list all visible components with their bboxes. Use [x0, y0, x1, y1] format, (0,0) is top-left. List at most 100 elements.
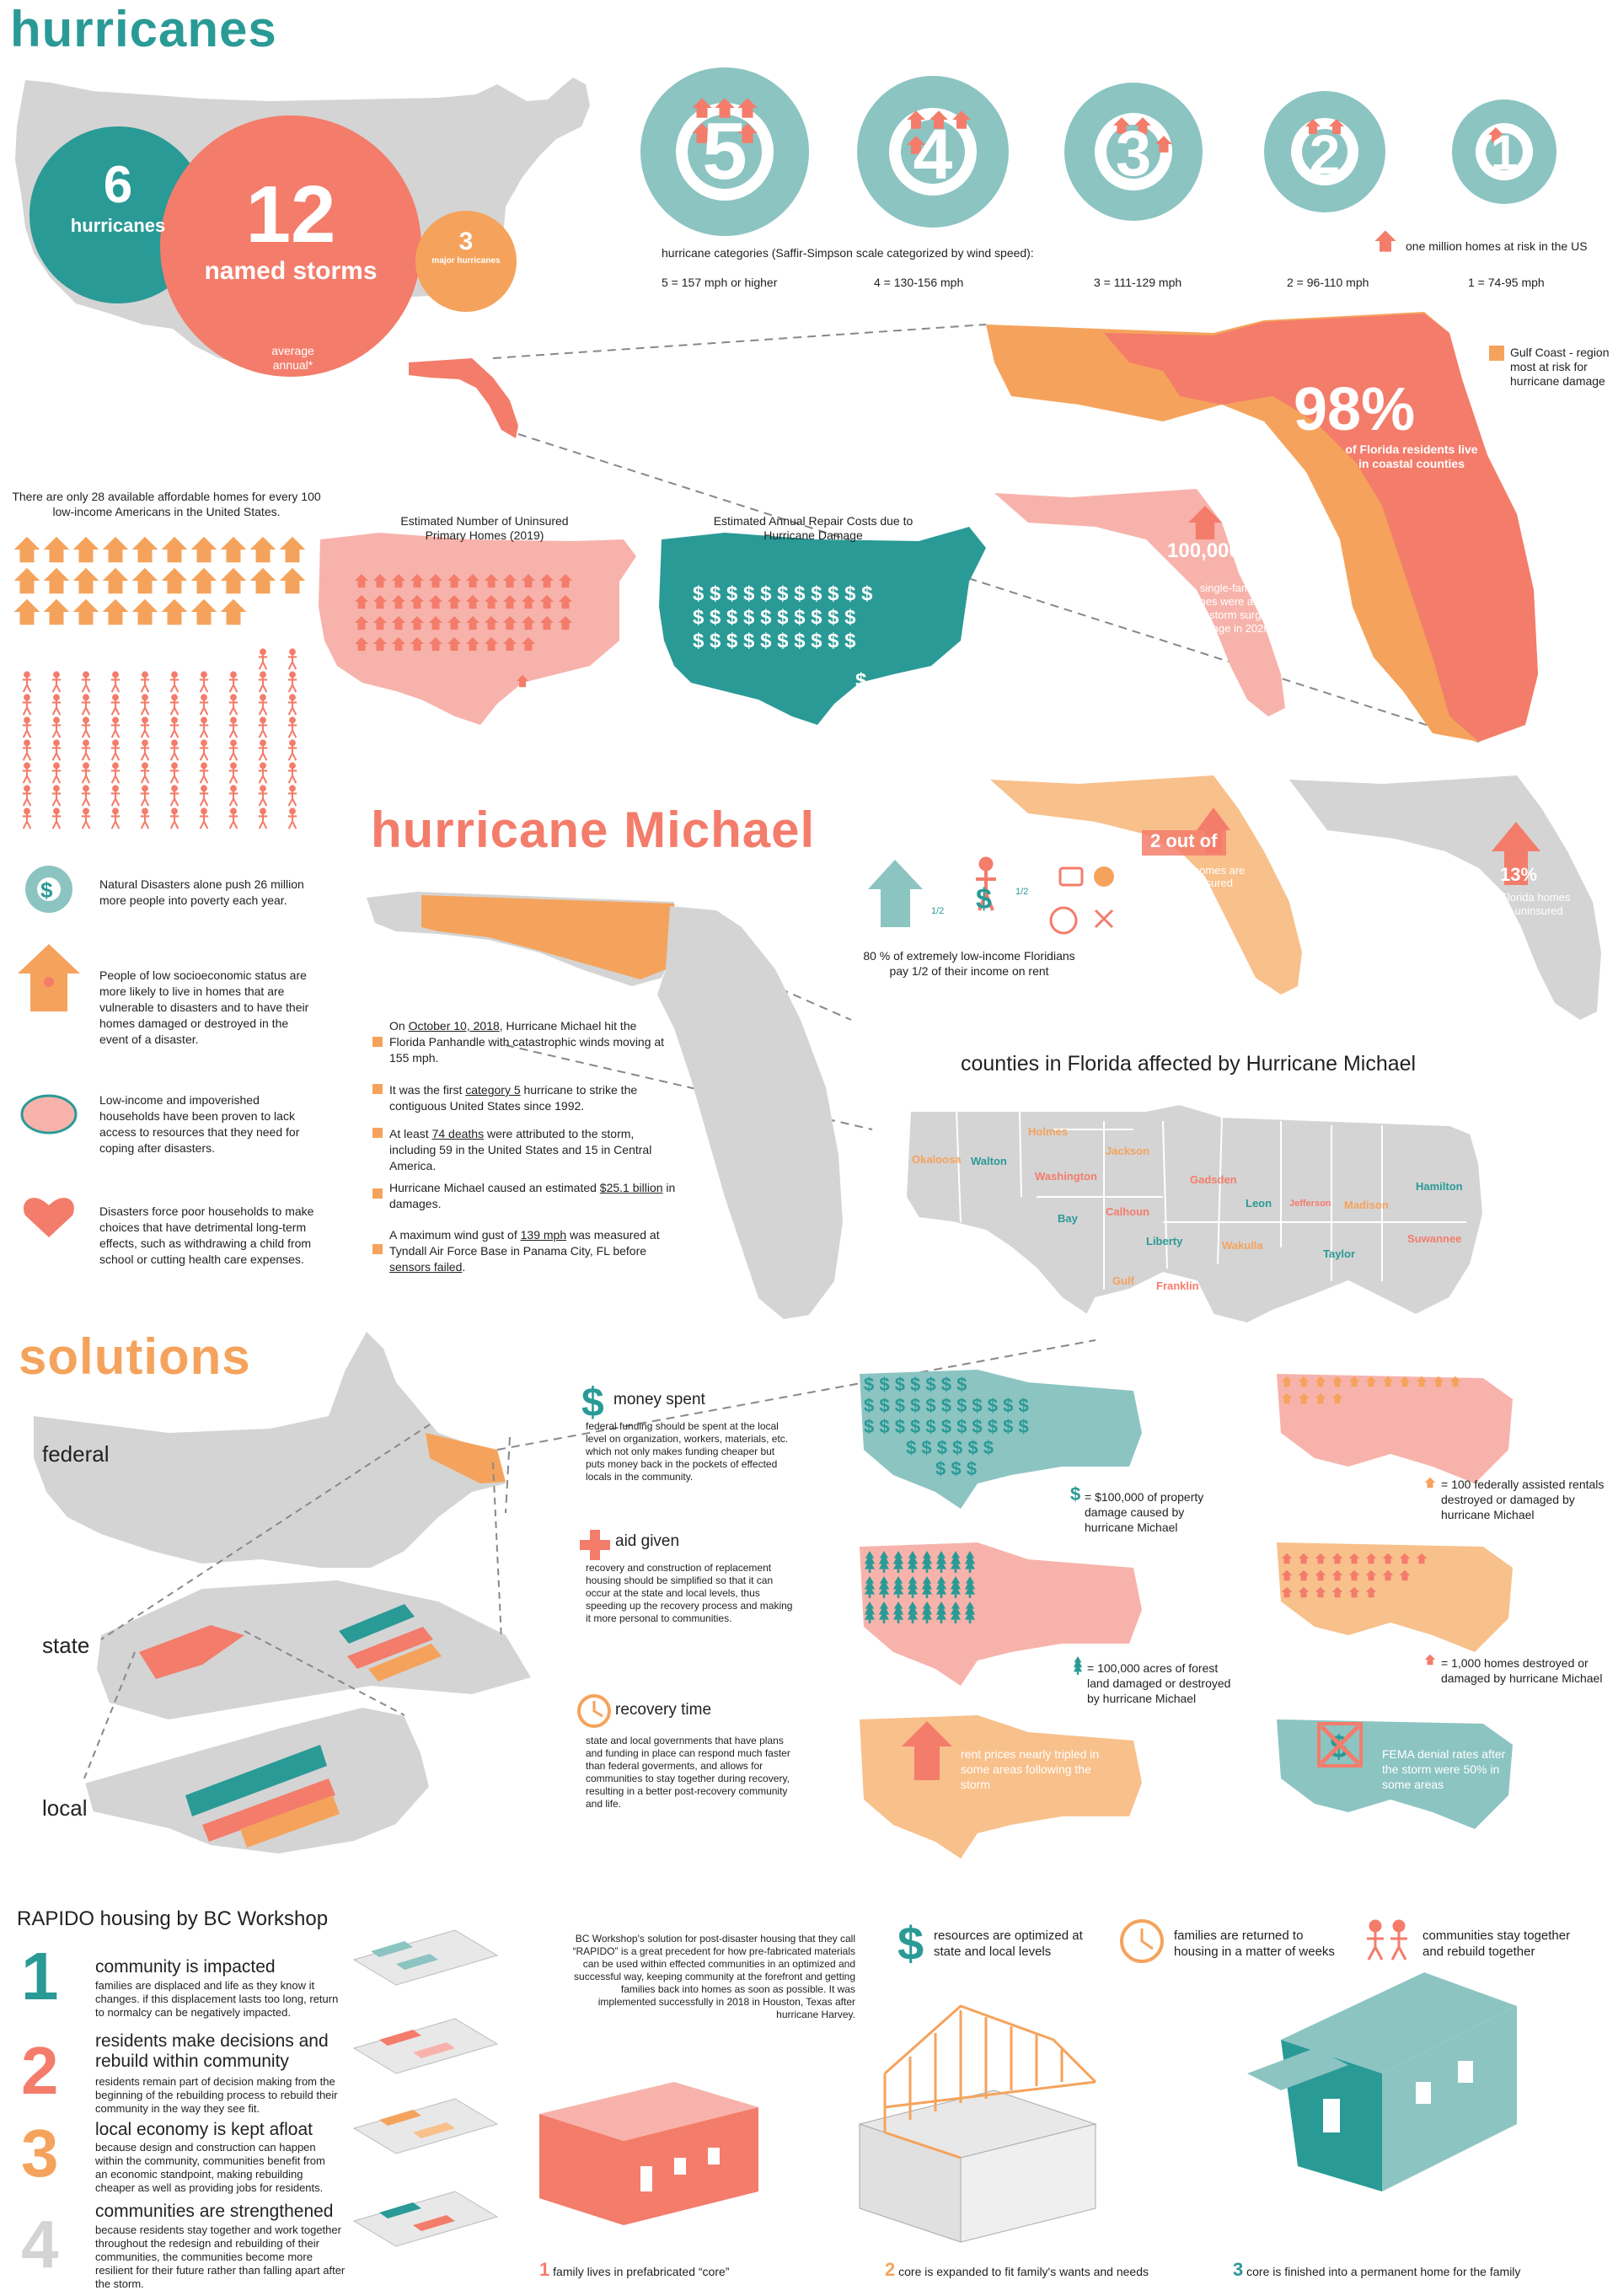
counties-map: [904, 1102, 1485, 1325]
county-jefferson: Jefferson: [1289, 1199, 1331, 1209]
rapido-step-4-text: because residents stay together and work…: [95, 2224, 346, 2290]
rent-house-icon: [868, 860, 923, 927]
category-5-number: 5: [702, 106, 747, 196]
solution-recovery-text: state and local governments that have pl…: [586, 1735, 790, 1810]
solution-aid-text: recovery and construction of replacement…: [586, 1562, 793, 1624]
county-washington: Washington: [1035, 1170, 1097, 1183]
county-liberty: Liberty: [1146, 1235, 1183, 1247]
person-icon: [287, 716, 298, 738]
rapido-step-3-text: because design and construction can happ…: [95, 2141, 325, 2194]
person-icon: [228, 762, 239, 784]
rapido-step-1-text: families are displaced and life as they …: [95, 1979, 339, 2019]
category-1-speed: 1 = 74-95 mph: [1468, 276, 1545, 289]
county-franklin: Franklin: [1156, 1279, 1199, 1292]
phase-1-core-building: [539, 2082, 758, 2225]
phase-3-finished-home: [1247, 1972, 1517, 2191]
person-icon: [21, 762, 33, 784]
county-jackson: Jackson: [1106, 1145, 1150, 1157]
rent-half-right: 1/2: [1015, 887, 1029, 897]
rapido-step-2-number: 2: [21, 2033, 59, 2108]
forest-damage-legend: = 100,000 acres of forest land damaged o…: [1087, 1661, 1231, 1705]
coastal-percent-label: of Florida residents live in coastal cou…: [1345, 443, 1478, 470]
person-icon: [169, 785, 180, 807]
person-icon: [21, 694, 33, 716]
person-icon: [257, 716, 269, 738]
fact-bullet: [372, 1244, 383, 1254]
solution-recovery-title: recovery time: [615, 1701, 712, 1719]
fact-3: At least 74 deaths were attributed to th…: [389, 1127, 652, 1172]
poverty-fact-3: Low-income and impoverished households h…: [99, 1093, 300, 1155]
person-icon: [139, 807, 151, 829]
fact-5: A maximum wind gust of 139 mph was measu…: [389, 1228, 660, 1274]
rapido-step-4-number: 4: [21, 2207, 59, 2282]
poverty-fact-4: Disasters force poor households to make …: [99, 1204, 314, 1266]
category-4-number: 4: [913, 115, 953, 194]
level-local: local: [42, 1795, 88, 1821]
svg-text:$ $ $ $ $ $ $ $ $ $ $: $ $ $ $ $ $ $ $ $ $ $: [693, 582, 873, 605]
person-icon: [110, 807, 121, 829]
category-2-number: 2: [1309, 123, 1341, 185]
category-3-number: 3: [1115, 118, 1152, 190]
person-icon: [80, 716, 92, 738]
svg-text:$: $: [897, 1917, 924, 1970]
person-icon: [21, 785, 33, 807]
fact-bullet: [372, 1128, 383, 1138]
rapido-step-2-title: residents make decisions and rebuild wit…: [95, 2031, 329, 2071]
counties-title: counties in Florida affected by Hurrican…: [961, 1052, 1417, 1076]
solution-money-text: federal funding should be spent at the l…: [586, 1420, 789, 1483]
county-gadsden: Gadsden: [1190, 1173, 1237, 1186]
person-icon: [21, 739, 33, 761]
county-holmes: Holmes: [1028, 1125, 1068, 1138]
person-icon: [139, 716, 151, 738]
category-5-speed: 5 = 157 mph or higher: [662, 276, 778, 289]
person-icon: [110, 785, 121, 807]
person-icon: [257, 807, 269, 829]
person-icon: [198, 716, 210, 738]
category-caption: hurricane categories (Saffir-Simpson sca…: [662, 246, 1034, 260]
person-icon: [257, 739, 269, 761]
person-icon: [139, 739, 151, 761]
svg-text:$ $ $ $ $ $ $ $ $ $ $: $ $ $ $ $ $ $ $ $ $ $: [864, 1395, 1029, 1416]
category-2-speed: 2 = 96-110 mph: [1287, 276, 1369, 289]
uninsured-label: of Florida homes are uninsured: [1488, 891, 1571, 917]
county-suwannee: Suwannee: [1407, 1232, 1462, 1245]
phase-2-caption: 2 core is expanded to fit family's wants…: [885, 2259, 1149, 2280]
person-icon: [51, 739, 62, 761]
person-icon: [21, 716, 33, 738]
repair-dollar-icons: $ $ $ $ $ $ $ $ $ $ $ $ $ $ $ $ $ $ $ $ …: [693, 582, 873, 692]
phase-2-framing-building: [858, 2004, 1097, 2243]
coastal-percent: 98%: [1294, 376, 1416, 443]
poverty-icons: [18, 866, 80, 1237]
person-icon: [80, 807, 92, 829]
phase-3-caption: 3 core is finished into a permanent home…: [1233, 2259, 1521, 2280]
person-icon: [80, 671, 92, 693]
rent-burden-text: 80 % of extremely low-income Floridians …: [863, 949, 1075, 978]
person-icon: [139, 671, 151, 693]
named-storms-count: 12: [245, 169, 336, 260]
person-icon: [198, 785, 210, 807]
person-icon: [198, 671, 210, 693]
county-gulf: Gulf: [1112, 1274, 1134, 1287]
fact-1: On October 10, 2018, Hurricane Michael h…: [389, 1019, 665, 1065]
svg-text:$: $: [1070, 1483, 1080, 1505]
person-icon: [198, 762, 210, 784]
affordable-homes-text: There are only 28 available affordable h…: [12, 490, 321, 518]
underinsured-count: 2 out of 3: [1150, 830, 1218, 873]
phase-1-caption: 1 family lives in prefabricated “core”: [539, 2259, 730, 2280]
repair-us-map: [659, 527, 986, 725]
person-icon: [51, 671, 62, 693]
county-wakulla: Wakulla: [1222, 1239, 1263, 1252]
county-walton: Walton: [971, 1155, 1007, 1167]
person-icon: [257, 762, 269, 784]
solutions-federal-map: [34, 1332, 506, 1568]
solution-aid-title: aid given: [615, 1532, 680, 1550]
florida-highlight: [409, 358, 518, 438]
person-icon: [257, 694, 269, 716]
svg-text:$ $ $ $ $ $: $ $ $ $ $ $: [906, 1437, 994, 1458]
affordable-homes-grid: [13, 536, 306, 829]
fact-bullet: [372, 1037, 383, 1047]
svg-text:$ $ $ $ $ $ $ $ $ $: $ $ $ $ $ $ $ $ $ $: [693, 606, 856, 629]
solutions-state-map: [97, 1580, 531, 1719]
person-icon: [139, 785, 151, 807]
